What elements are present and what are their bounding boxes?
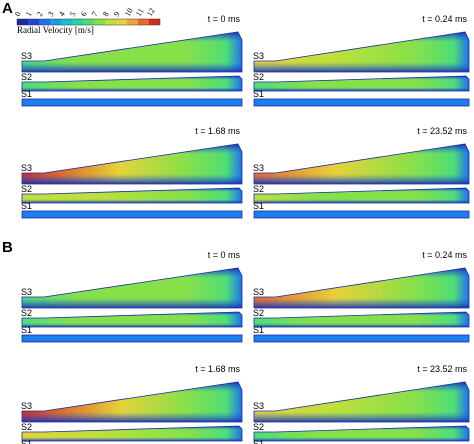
time-label: t = 0.24 ms	[422, 14, 467, 24]
snapshot-a-2: t = 0.24 ms S3 S2 S1	[253, 14, 470, 107]
stage-label-s2: S2	[21, 184, 32, 194]
time-label: t = 0 ms	[208, 250, 241, 260]
colorbar-tick-label: 6	[79, 10, 89, 18]
stage-label-s2: S2	[21, 72, 32, 82]
stage-label-s2: S2	[253, 308, 264, 318]
stage-s3-wall-layer	[22, 144, 242, 184]
stage-s2-wall-layer	[254, 188, 469, 203]
stage-label-s2: S2	[253, 422, 264, 432]
panel-letter-a: A	[2, 0, 13, 17]
stage-s2-wall-layer	[22, 188, 242, 203]
stage-label-s2: S2	[21, 308, 32, 318]
colorbar-tick-label: 5	[68, 10, 78, 18]
colorbar-swatch	[72, 19, 83, 25]
stage-s1-contour	[253, 210, 470, 219]
colorbar-tick-label: 0	[13, 10, 23, 18]
time-label: t = 1.68 ms	[195, 126, 240, 136]
colorbar-swatch	[149, 19, 160, 25]
colorbar-swatch	[127, 19, 138, 25]
stage-label-s1: S1	[21, 201, 32, 211]
colorbar-title: Radial Velocity [m/s]	[17, 25, 94, 35]
stage-s1-contour	[21, 98, 243, 107]
stage-label-s3: S3	[21, 163, 32, 173]
stage-s3-wall-layer	[22, 32, 242, 72]
stage-label-s3: S3	[253, 51, 264, 61]
stage-label-s1: S1	[21, 89, 32, 99]
time-label: t = 0 ms	[208, 14, 241, 24]
stage-s3-wall-layer	[22, 268, 242, 308]
time-label: t = 1.68 ms	[195, 364, 240, 374]
stage-label-s2: S2	[21, 422, 32, 432]
stage-label-s1: S1	[253, 439, 264, 444]
stage-s2-wall-layer	[22, 426, 242, 441]
colorbar-tick-label: 8	[101, 10, 111, 18]
time-label: t = 23.52 ms	[417, 364, 467, 374]
stage-label-s1: S1	[21, 325, 32, 335]
colorbar-tick-label: 1	[24, 10, 34, 18]
colorbar-swatch	[116, 19, 127, 25]
colorbar-tick-label: 11	[134, 7, 146, 18]
stage-label-s1: S1	[21, 439, 32, 444]
colorbar-tick-label: 2	[35, 10, 45, 18]
colorbar-swatch	[105, 19, 116, 25]
stage-label-s3: S3	[253, 287, 264, 297]
colorbar-swatch	[39, 19, 50, 25]
snapshot-b-1: t = 0 ms S3 S2 S1	[21, 250, 243, 343]
colorbar-tick-label: 10	[123, 7, 135, 18]
stage-s1-contour	[21, 210, 243, 219]
stage-s3-wall-layer	[254, 268, 469, 308]
stage-s2-wall-layer	[254, 426, 469, 441]
stage-label-s2: S2	[253, 72, 264, 82]
stage-label-s1: S1	[253, 89, 264, 99]
colorbar-tick-label: 9	[112, 10, 122, 18]
colorbar-tick-label: 4	[57, 10, 67, 18]
stage-s3-wall-layer	[22, 382, 242, 422]
stage-label-s3: S3	[21, 287, 32, 297]
stage-s1-contour	[253, 334, 470, 343]
colorbar-swatch	[28, 19, 39, 25]
colorbar-swatch	[17, 19, 28, 25]
colorbar: 0 1 2 3 4 5 6 7 8 9 10 11 12 Radial Velocity [m/s]	[13, 7, 161, 35]
colorbar-swatch	[61, 19, 72, 25]
stage-s2-wall-layer	[22, 312, 242, 327]
stage-s2-wall-layer	[254, 76, 469, 91]
stage-s1-contour	[21, 334, 243, 343]
stage-label-s3: S3	[21, 51, 32, 61]
snapshot-a-3: t = 1.68 ms S3 S2 S1	[21, 126, 243, 219]
snapshot-b-4: t = 23.52 ms S3 S2 S1	[253, 364, 470, 444]
panel-letter-b: B	[2, 239, 13, 256]
stage-label-s3: S3	[253, 163, 264, 173]
stage-label-s3: S3	[253, 401, 264, 411]
colorbar-swatch	[138, 19, 149, 25]
snapshot-a-4: t = 23.52 ms S3 S2 S1	[253, 126, 470, 219]
colorbar-tick-label: 7	[90, 10, 100, 18]
colorbar-swatch	[83, 19, 94, 25]
stage-s3-wall-layer	[254, 382, 469, 422]
snapshot-b-3: t = 1.68 ms S3 S2 S1	[21, 364, 243, 444]
stage-label-s1: S1	[253, 325, 264, 335]
stage-label-s3: S3	[21, 401, 32, 411]
colorbar-swatch	[50, 19, 61, 25]
snapshot-a-1: t = 0 ms S3 S2 S1	[21, 14, 243, 107]
stage-label-s2: S2	[253, 184, 264, 194]
stage-s2-wall-layer	[254, 312, 469, 327]
colorbar-tick-label: 3	[46, 10, 56, 18]
time-label: t = 0.24 ms	[422, 250, 467, 260]
time-label: t = 23.52 ms	[417, 126, 467, 136]
stage-label-s1: S1	[253, 201, 264, 211]
stage-s2-wall-layer	[22, 76, 242, 91]
stage-s1-contour	[253, 98, 470, 107]
snapshot-b-2: t = 0.24 ms S3 S2 S1	[253, 250, 470, 343]
stage-s3-wall-layer	[254, 32, 469, 72]
colorbar-tick-label: 12	[145, 7, 157, 18]
colorbar-swatch	[94, 19, 105, 25]
stage-s3-wall-layer	[254, 144, 469, 184]
